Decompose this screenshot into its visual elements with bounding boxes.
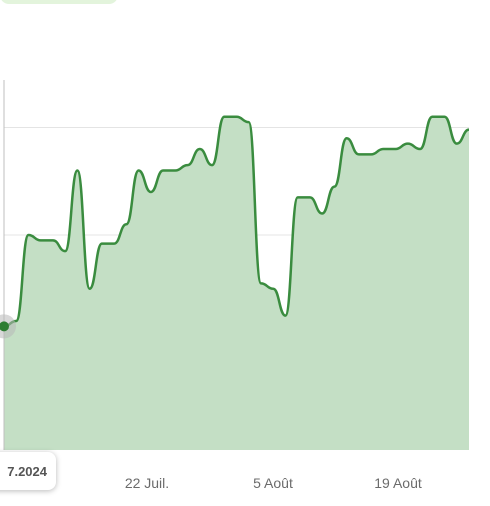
series-area bbox=[4, 116, 469, 450]
date-tooltip: 7.2024 bbox=[0, 452, 56, 490]
x-tick-label: 19 Août bbox=[374, 475, 422, 491]
series-line bbox=[3, 115, 470, 328]
tooltip-date: 7.2024 bbox=[7, 463, 47, 479]
x-tick-label: 5 Août bbox=[253, 475, 293, 491]
filter-pill[interactable] bbox=[0, 0, 118, 4]
x-tick-label: 22 Juil. bbox=[125, 475, 169, 491]
highlighted-point[interactable] bbox=[0, 321, 9, 332]
x-axis-ticks: 22 Juil. 5 Août 19 Août bbox=[125, 475, 422, 491]
